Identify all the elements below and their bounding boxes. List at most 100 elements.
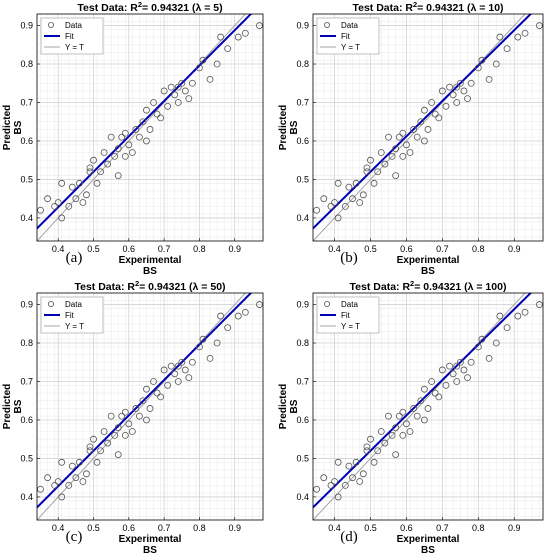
data-point [460,87,468,95]
data-point [58,458,66,466]
data-point [381,439,389,447]
data-point [86,447,94,455]
legend-entry: Y = T [65,322,84,331]
axes-box [312,292,544,521]
data-point [460,366,468,374]
subplot-0: 0.4 0.5 0.6 0.7 0.8 0.9 0.4 0.5 0.6 0.7 0.8 0.9 Test… [2,0,264,277]
data-point [196,343,203,351]
data-point [367,156,374,164]
x-tick-label: 0.6 [123,523,136,533]
data-point [224,45,232,53]
y-tick-label: 0.6 [296,415,309,425]
data-point [356,199,364,206]
data-point [331,199,338,206]
legend-entry: Data [65,300,82,309]
y-tick-label: 0.9 [20,300,33,310]
data-point [68,462,76,470]
data-point [435,393,443,401]
data-point [492,60,500,68]
data-point [392,424,400,432]
data-point [256,301,263,308]
data-point [136,133,143,141]
data-point [171,91,179,99]
data-point [185,374,193,382]
data-point [456,79,464,87]
identity-line [313,14,526,241]
x-tick-label: 0.9 [508,244,521,254]
x-tick-label: 0.6 [123,244,136,254]
data-point [97,168,104,176]
data-point [111,431,119,439]
data-point [206,76,214,83]
x-tick-label: 0.8 [193,523,206,533]
legend-entry: Fit [65,311,75,320]
data-point [395,412,403,420]
data-point [417,397,425,405]
chart-title: Test Data: R2= 0.94321 (λ = 100) [350,279,507,293]
data-point [72,195,80,203]
data-point [164,381,172,389]
data-point [217,312,225,320]
y-tick-label: 0.6 [296,136,309,146]
data-point [97,447,104,455]
data-point [217,33,225,41]
data-point [403,141,410,149]
data-point [496,33,504,41]
data-point [65,481,73,489]
data-point [114,451,122,458]
identity-line [313,293,526,520]
subplot-1: 0.4 0.5 0.6 0.7 0.8 0.9 0.4 0.5 0.6 0.7 0.8 0.9 Test… [278,0,544,277]
data-point [37,485,44,493]
data-point [392,145,400,153]
data-point [435,114,443,122]
data-point [153,389,161,397]
x-axis-label: Experimental BS [119,534,182,553]
y-tick-label: 0.6 [20,136,33,146]
legend-entry: Y = T [341,43,360,52]
x-axis-label: Experimental BS [397,534,460,553]
data-point [341,481,349,489]
data-point [54,199,62,206]
data-point [370,179,378,187]
x-tick-label: 0.9 [508,523,521,533]
data-point [456,358,464,366]
data-point [438,366,446,374]
data-point [139,397,147,405]
data-point [474,64,482,72]
identity-line [37,293,246,520]
data-point [44,195,51,203]
data-point [107,412,115,420]
data-point [478,335,486,343]
data-point [392,451,400,458]
data-point [421,137,428,145]
data-point [121,152,129,160]
fit-line [313,14,533,230]
subplot-3: 0.4 0.5 0.6 0.7 0.8 0.9 0.4 0.5 0.6 0.7 0.8 0.9 Test… [278,279,544,553]
data-point [399,431,407,439]
data-point [121,408,129,416]
data-point [100,428,108,435]
data-point [111,152,119,160]
data-point [449,370,457,378]
y-tick-label: 0.4 [296,492,309,502]
data-point [334,458,342,466]
data-point [86,443,94,451]
data-point [150,378,157,385]
data-point [51,481,59,489]
x-tick-label: 0.8 [472,244,485,254]
data-point [44,474,51,482]
data-point [86,168,94,176]
data-point [442,102,450,110]
y-tick-label: 0.5 [296,453,309,463]
legend: Data Fit Y = T [40,17,104,55]
data-point [146,126,154,133]
data-point [65,202,73,210]
data-point [90,435,97,443]
data-point [143,137,150,145]
data-point [363,164,371,172]
data-point [453,83,461,91]
legend-entry: Y = T [65,43,84,52]
data-point [514,33,522,41]
data-point [164,102,172,110]
legend-entry: Fit [341,311,351,320]
